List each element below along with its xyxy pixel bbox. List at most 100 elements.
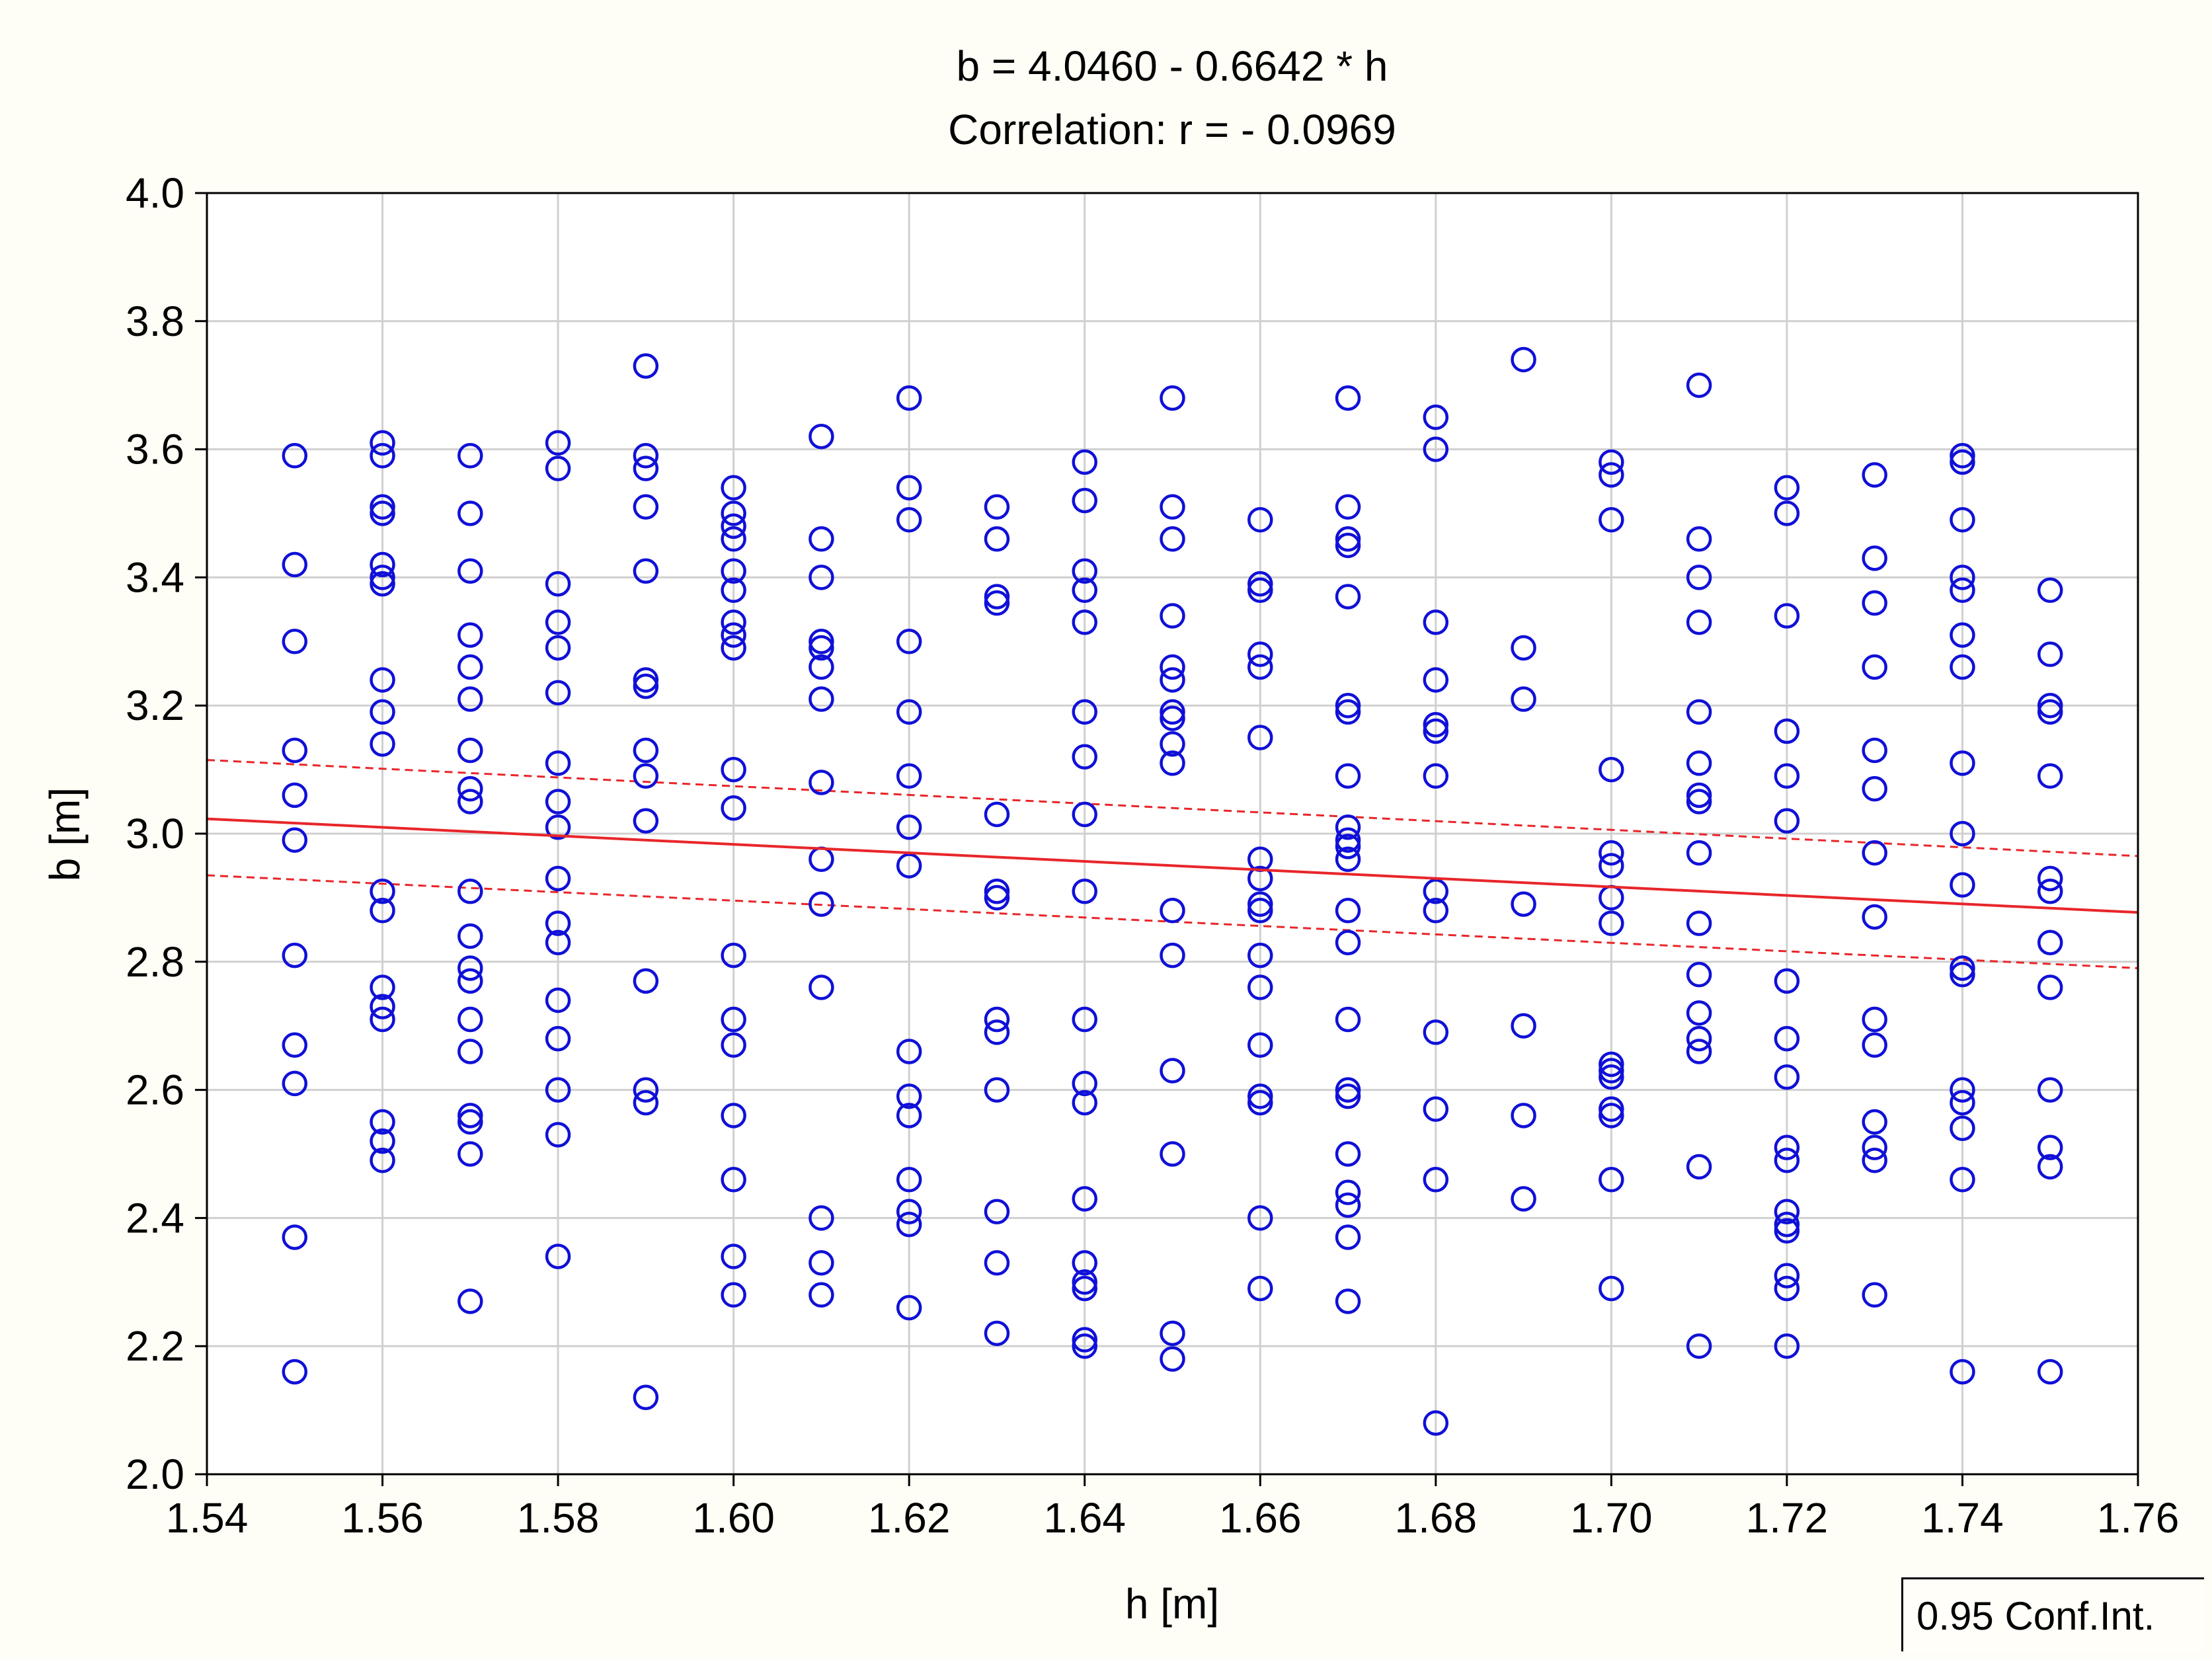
data-point [1423, 1019, 1449, 1045]
data-point [457, 1141, 483, 1167]
data-point [1950, 622, 1975, 648]
data-point [545, 1122, 571, 1148]
data-point [2037, 577, 2063, 604]
data-point [1862, 1032, 1887, 1058]
data-point [1072, 1333, 1097, 1359]
data-point [1862, 654, 1887, 680]
data-point [1862, 1282, 1887, 1308]
y-tick-label: 2.2 [126, 1322, 184, 1370]
data-point [721, 795, 746, 821]
data-point [809, 1205, 834, 1231]
data-point [1072, 487, 1097, 514]
data-point [721, 1103, 746, 1128]
data-point [545, 455, 571, 481]
data-point [1072, 878, 1097, 904]
data-point [1686, 1039, 1712, 1064]
data-point [1160, 1320, 1185, 1347]
data-point [633, 667, 659, 693]
confidence-upper-line [206, 759, 2139, 857]
data-point [545, 987, 571, 1013]
data-point [721, 1282, 746, 1308]
data-point [1774, 1147, 1800, 1173]
data-point [896, 506, 922, 533]
data-point [633, 443, 659, 469]
data-point [282, 782, 308, 809]
data-point [1686, 782, 1712, 809]
data-point [1335, 1084, 1361, 1109]
x-tick-label: 1.70 [1570, 1494, 1653, 1542]
data-point [1335, 763, 1361, 789]
data-point [1160, 494, 1185, 520]
data-point [809, 654, 834, 680]
data-point [1160, 731, 1185, 757]
data-point [1511, 1013, 1536, 1039]
data-point [1423, 436, 1449, 462]
x-tick-label: 1.64 [1043, 1494, 1126, 1542]
data-point [1599, 1064, 1624, 1090]
data-point [1247, 1275, 1273, 1302]
data-point [633, 558, 659, 584]
data-point [1950, 1167, 1975, 1193]
data-point [1335, 385, 1361, 411]
data-point [282, 629, 308, 654]
data-point [1247, 898, 1273, 924]
data-point [1160, 526, 1185, 552]
data-point [1862, 1134, 1887, 1161]
data-point [721, 756, 746, 783]
data-point [896, 1211, 922, 1238]
grid-lines [207, 193, 2138, 1474]
data-point [1160, 603, 1185, 629]
data-point [1686, 565, 1712, 590]
data-point [896, 763, 922, 789]
data-point [1335, 846, 1361, 873]
data-point [1599, 1167, 1624, 1193]
data-point [370, 1006, 395, 1033]
data-point [1774, 1134, 1800, 1161]
data-point [1599, 449, 1624, 475]
data-point [1160, 705, 1185, 731]
data-point [1950, 654, 1975, 680]
data-point [282, 1070, 308, 1097]
data-point [809, 891, 834, 917]
data-point [1774, 763, 1800, 789]
data-point [809, 770, 834, 795]
y-tick-label: 3.8 [126, 297, 184, 345]
data-point [545, 609, 571, 635]
data-point [1160, 385, 1185, 411]
x-tick-label: 1.60 [692, 1494, 775, 1542]
data-point [2037, 1077, 2063, 1103]
data-point [984, 584, 1010, 610]
data-point [1072, 609, 1097, 635]
data-point [896, 1294, 922, 1321]
data-point [1247, 1205, 1273, 1231]
data-point [545, 930, 571, 955]
x-tick-label: 1.72 [1746, 1494, 1829, 1542]
legend-label: 0.95 Conf.Int. [1916, 1594, 2155, 1638]
data-point [1599, 1051, 1624, 1078]
data-point [1511, 635, 1536, 661]
data-point [1950, 565, 1975, 590]
data-point [282, 942, 308, 969]
data-point [2037, 865, 2063, 892]
data-point [1335, 930, 1361, 955]
data-point [1862, 737, 1887, 764]
data-point [1950, 449, 1975, 475]
data-point [1950, 443, 1975, 469]
data-point [1335, 1224, 1361, 1250]
data-point [1160, 898, 1185, 924]
y-tick-label: 2.8 [126, 938, 184, 986]
y-axis-ticks: 2.0 2.2 2.4 2.6 2.8 3.0 3.2 3.4 3.6 3.8 4.0 [126, 169, 207, 1498]
data-point [1423, 1096, 1449, 1122]
data-point [1247, 1084, 1273, 1109]
data-point [984, 1019, 1010, 1045]
data-point [809, 565, 834, 590]
data-point [1774, 1263, 1800, 1288]
data-point [457, 923, 483, 949]
data-point [1423, 404, 1449, 430]
data-point [633, 1384, 659, 1410]
data-point [1950, 1115, 1975, 1141]
data-point [1950, 955, 1975, 981]
data-point [1950, 1077, 1975, 1103]
data-point [1686, 1333, 1712, 1359]
